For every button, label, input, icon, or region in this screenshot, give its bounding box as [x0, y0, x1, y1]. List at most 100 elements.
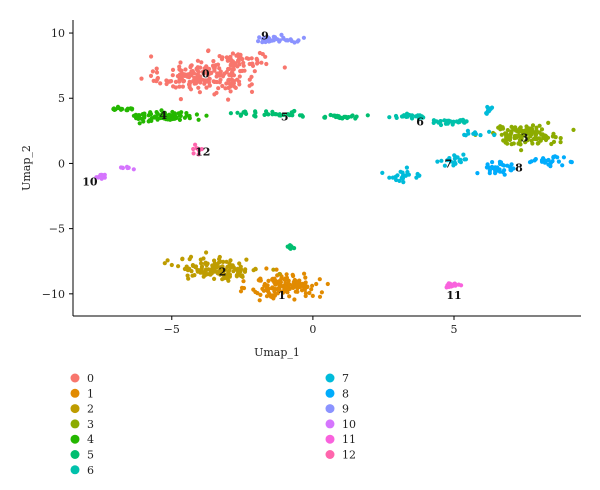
cluster-7-point	[414, 175, 419, 180]
cluster-0-point	[235, 64, 240, 69]
cluster-2-point	[185, 273, 190, 278]
y-tick-label: −5	[49, 223, 65, 236]
cluster-11-point	[444, 285, 449, 290]
cluster-3-point	[513, 128, 519, 133]
cluster-1-point	[276, 282, 281, 287]
legend-label-10: 10	[342, 418, 356, 431]
legend-label-1: 1	[87, 387, 94, 400]
legend-key-5	[70, 450, 80, 459]
cluster-2-point	[208, 267, 213, 272]
cluster-0-point	[181, 79, 186, 84]
cluster-0-point	[257, 50, 262, 56]
cluster-5-point	[228, 111, 233, 116]
cluster-6-point	[444, 118, 450, 123]
cluster-0-point	[204, 85, 209, 90]
legend-key-8	[325, 388, 335, 398]
cluster-0-point	[220, 55, 225, 60]
cluster-8-point	[505, 163, 510, 168]
cluster-0-point	[264, 61, 269, 67]
cluster-7-point	[488, 106, 493, 111]
cluster-3-label: 3	[521, 131, 529, 144]
cluster-1-point	[258, 292, 263, 297]
cluster-2-point	[218, 259, 223, 264]
legend-key-9	[325, 404, 335, 414]
cluster-0-point	[196, 85, 201, 90]
cluster-2-point	[220, 270, 225, 275]
cluster-2-point	[244, 257, 249, 262]
cluster-7-point	[462, 132, 467, 137]
cluster-0-point	[179, 74, 184, 79]
cluster-8-point	[541, 156, 546, 161]
cluster-8-point	[546, 162, 551, 167]
cluster-0-point	[207, 76, 212, 81]
cluster-0-point	[236, 59, 241, 64]
cluster-9-point	[265, 35, 270, 40]
cluster-4-point	[184, 113, 189, 118]
cluster-1-point	[305, 284, 310, 290]
cluster-1-point	[303, 275, 308, 280]
cluster-6-point	[393, 113, 399, 119]
cluster-10-label: 10	[82, 176, 98, 189]
cluster-0-point	[178, 97, 183, 102]
cluster-1-point	[292, 297, 297, 302]
cluster-0-point	[218, 72, 223, 77]
cluster-0-point	[207, 83, 212, 88]
cluster-5-point	[266, 112, 271, 117]
legend-key-10	[325, 419, 335, 429]
cluster-10-point	[131, 167, 136, 172]
cluster-5-point	[288, 246, 293, 251]
cluster-5-label: 5	[281, 110, 289, 123]
cluster-2-point	[198, 257, 203, 262]
cluster-0-point	[190, 69, 195, 74]
cluster-4-point	[187, 116, 192, 121]
y-tick-label: 5	[58, 92, 65, 105]
cluster-3-point	[550, 134, 556, 139]
cluster-0-point	[173, 79, 178, 84]
cluster-0-point	[212, 79, 217, 84]
cluster-3-point	[513, 125, 518, 130]
cluster-1-point	[270, 277, 275, 282]
cluster-0-point	[216, 86, 221, 91]
cluster-6-point	[457, 119, 462, 124]
cluster-1-point	[302, 271, 307, 276]
cluster-7-point	[478, 133, 483, 138]
cluster-8-point	[493, 168, 498, 173]
x-tick-label: 0	[309, 323, 316, 336]
cluster-2-point	[212, 266, 217, 271]
cluster-0-point	[173, 85, 178, 90]
cluster-6-point	[413, 114, 418, 119]
cluster-2-point	[187, 266, 192, 271]
cluster-0-point	[170, 67, 176, 72]
cluster-0-point	[215, 71, 220, 76]
cluster-12-label: 12	[195, 146, 210, 159]
cluster-3-point	[498, 127, 503, 132]
cluster-2-point	[240, 274, 245, 279]
cluster-3-point	[529, 132, 534, 137]
cluster-0-point	[224, 81, 229, 86]
cluster-2-point	[228, 258, 233, 263]
cluster-1-point	[264, 288, 269, 293]
cluster-0-point	[227, 81, 232, 86]
cluster-0-point	[198, 74, 203, 79]
cluster-0-point	[255, 61, 260, 66]
cluster-9-point	[295, 39, 300, 44]
cluster-2-point	[202, 269, 208, 274]
cluster-1-point	[239, 285, 245, 290]
cluster-6-point	[417, 113, 422, 118]
cluster-0-point	[238, 56, 243, 61]
legend-key-7	[325, 373, 335, 383]
cluster-0-point	[209, 71, 214, 76]
cluster-2-point	[222, 276, 227, 281]
cluster-0-point	[222, 71, 227, 76]
cluster-3-point	[530, 123, 536, 128]
cluster-2-point	[237, 261, 242, 266]
cluster-7-point	[442, 163, 447, 168]
cluster-0-point	[180, 84, 185, 89]
cluster-9-point	[271, 38, 276, 43]
cluster-4-point	[164, 113, 169, 118]
cluster-2-point	[212, 269, 217, 274]
cluster-0-point	[236, 52, 241, 57]
cluster-7-point	[463, 157, 469, 162]
cluster-3-point	[533, 133, 538, 139]
